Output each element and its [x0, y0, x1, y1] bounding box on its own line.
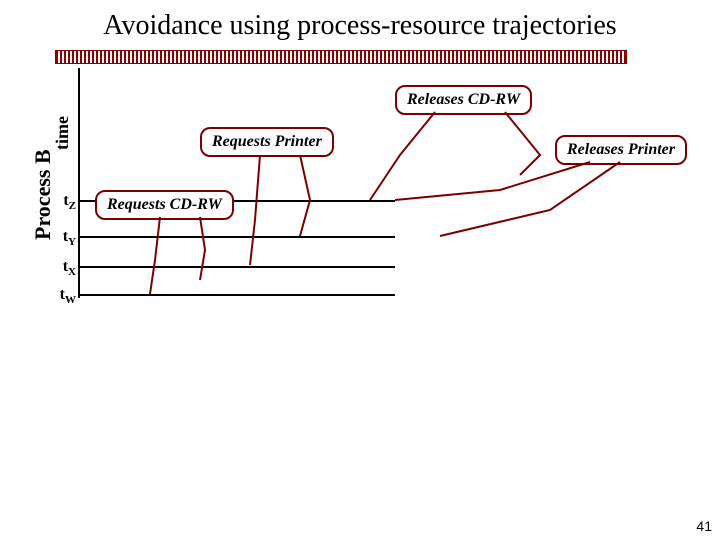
title-underline-hatch [55, 50, 627, 64]
tick-tw: tW [54, 286, 76, 306]
pointer-requests-cdrw [0, 0, 720, 540]
y-axis-line [78, 68, 80, 298]
pointer-releases-printer [0, 0, 720, 540]
line-tx [80, 266, 395, 268]
process-b-axis-label: Process B [30, 149, 56, 240]
pointer-requests-printer [0, 0, 720, 540]
time-axis-label: time [52, 116, 73, 150]
line-tw [80, 294, 395, 296]
pointer-releases-cdrw [0, 0, 720, 540]
callout-releases-cdrw: Releases CD-RW [395, 85, 532, 115]
tick-tz: tZ [54, 192, 76, 212]
tick-ty: tY [54, 228, 76, 248]
callout-releases-printer: Releases Printer [555, 135, 687, 165]
callout-requests-printer: Requests Printer [200, 127, 334, 157]
page-number: 41 [696, 518, 712, 534]
tick-tx: tX [54, 258, 76, 278]
slide-title: Avoidance using process-resource traject… [0, 10, 720, 42]
callout-requests-cdrw: Requests CD-RW [95, 190, 234, 220]
line-ty [80, 236, 395, 238]
